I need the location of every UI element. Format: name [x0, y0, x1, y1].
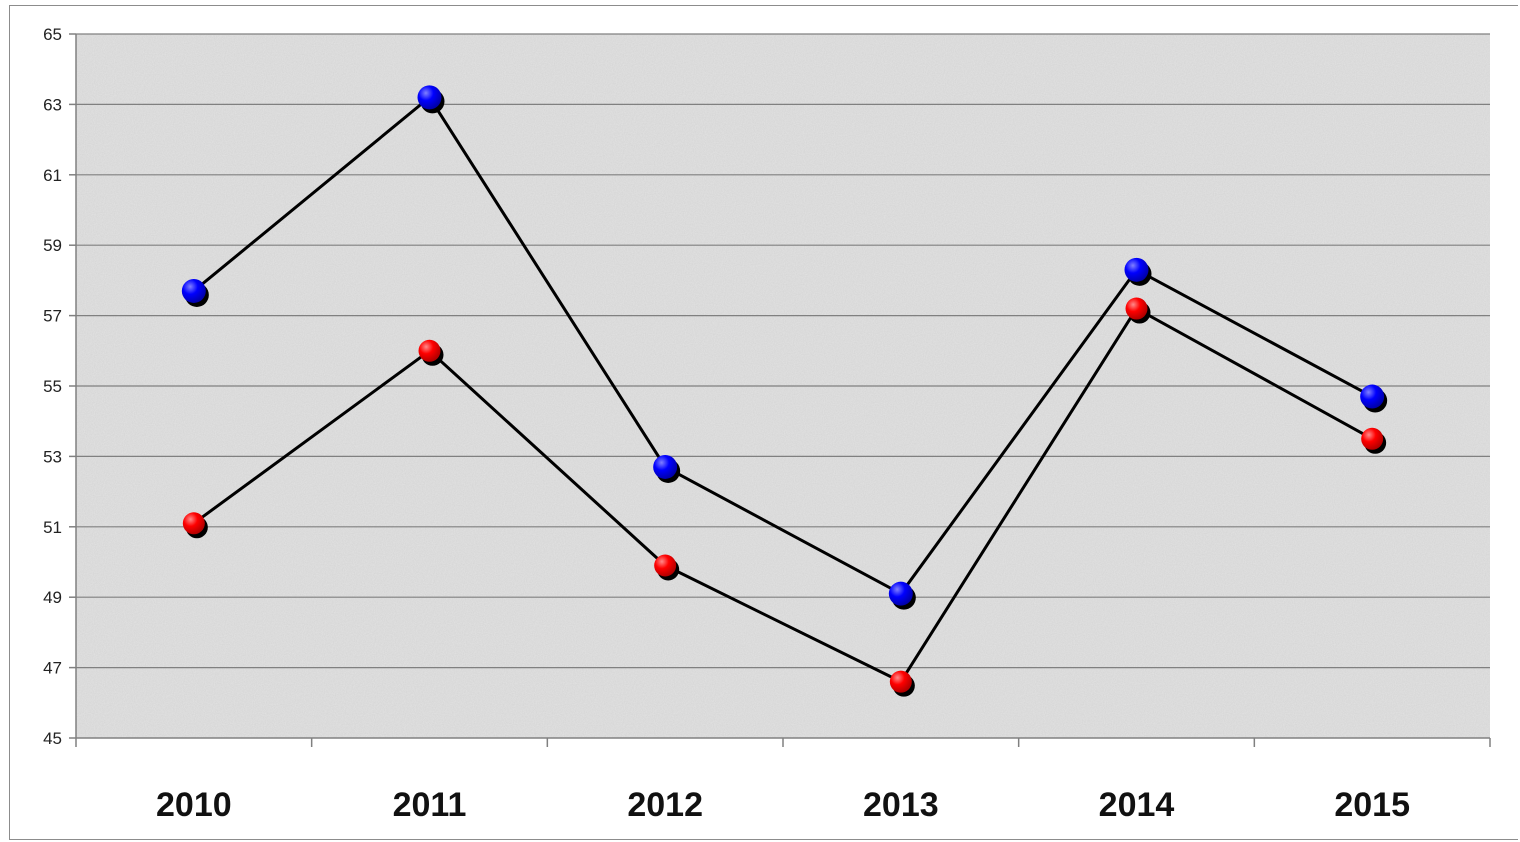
x-tick-label: 2011 [393, 786, 467, 824]
data-point-marker [890, 671, 912, 693]
data-point-marker [653, 455, 677, 479]
data-point-marker [654, 555, 676, 577]
y-tick-label: 45 [43, 729, 62, 748]
x-tick-label: 2014 [1099, 786, 1175, 824]
y-tick-label: 57 [43, 307, 62, 326]
y-tick-label: 49 [43, 588, 62, 607]
y-tick-label: 51 [43, 518, 62, 537]
data-point-marker [1360, 385, 1384, 409]
x-tick-label: 2013 [863, 786, 939, 824]
y-tick-label: 53 [43, 447, 62, 466]
y-tick-label: 47 [43, 659, 62, 678]
data-point-marker [183, 512, 205, 534]
y-tick-label: 63 [43, 95, 62, 114]
y-tick-label: 65 [43, 25, 62, 44]
x-tick-label: 2010 [156, 786, 232, 824]
data-point-marker [1361, 428, 1383, 450]
data-point-marker [182, 279, 206, 303]
y-tick-label: 61 [43, 166, 62, 185]
x-tick-label: 2015 [1334, 786, 1410, 824]
data-point-marker [889, 582, 913, 606]
y-tick-label: 59 [43, 236, 62, 255]
data-point-marker [1126, 298, 1148, 320]
y-tick-label: 55 [43, 377, 62, 396]
x-axis-tick-labels: 2010 2011 2012 2013 2014 2015 [156, 786, 1410, 824]
x-tick-label: 2012 [627, 786, 703, 824]
data-point-marker [418, 85, 442, 109]
data-point-marker [419, 340, 441, 362]
y-axis-tick-labels: 45 47 49 51 53 55 57 59 61 63 65 [43, 25, 62, 748]
data-point-marker [1125, 258, 1149, 282]
